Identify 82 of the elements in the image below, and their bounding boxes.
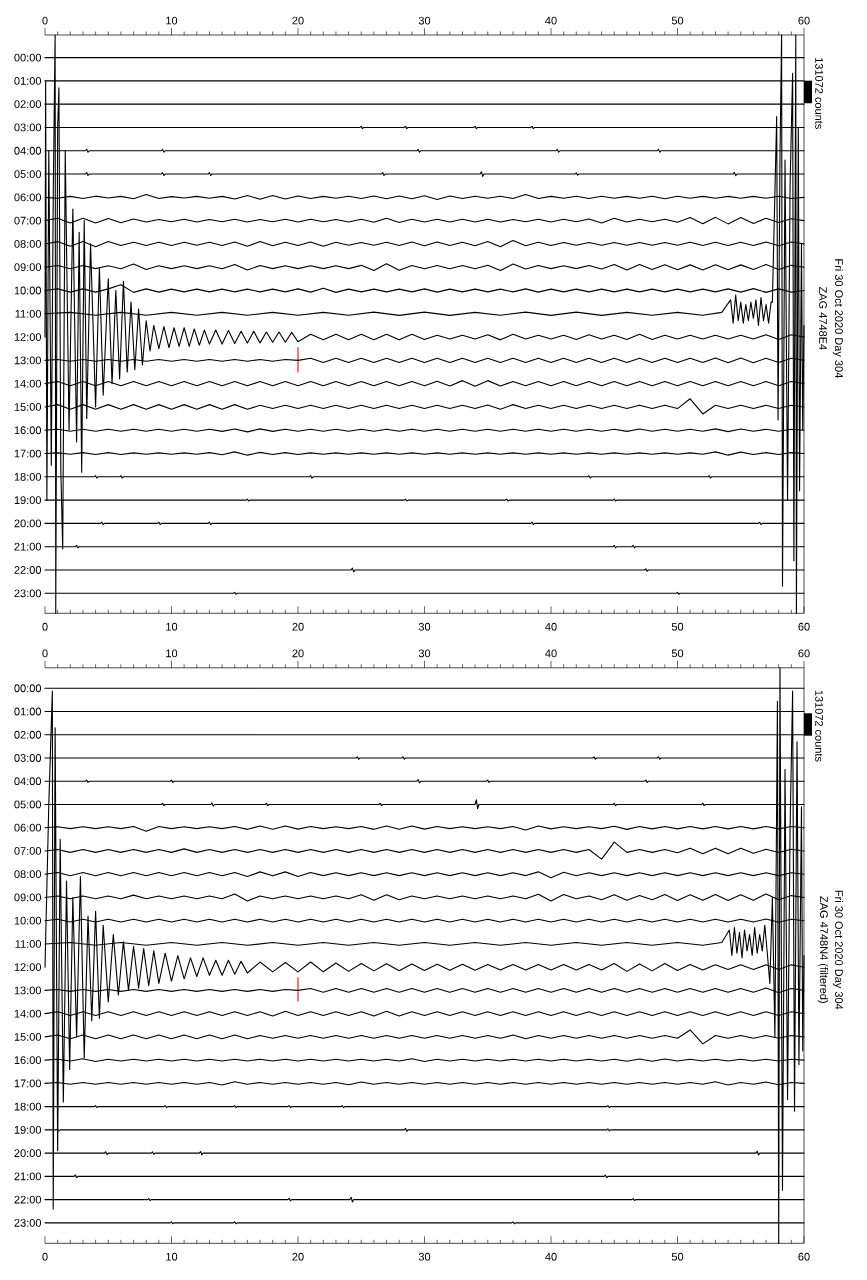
x2-tick-label: 0 bbox=[42, 649, 48, 658]
text: 131072 counts bbox=[815, 690, 823, 762]
y-tick-label: 00:00 bbox=[14, 53, 42, 62]
x-tick-label: 10 bbox=[166, 622, 178, 631]
y-tick-label: 23:00 bbox=[14, 589, 42, 598]
x2-tick-label: 30 bbox=[418, 16, 431, 25]
text: ZAG 4748E4 bbox=[819, 286, 827, 350]
x-tick-label: 10 bbox=[166, 1252, 178, 1261]
x2-tick-label: 10 bbox=[166, 16, 178, 25]
x-tick-label: 30 bbox=[418, 1252, 431, 1261]
x-tick-label: 60 bbox=[798, 622, 810, 631]
y-tick-label: 08:00 bbox=[14, 240, 42, 248]
text: ZAG 4748N4 (filtered) bbox=[817, 896, 829, 1003]
x2-tick-label: 50 bbox=[671, 16, 684, 25]
x-tick-label: 30 bbox=[418, 622, 431, 631]
y-tick-label: 19:00 bbox=[14, 496, 42, 505]
y-tick-label: 09:00 bbox=[14, 893, 42, 902]
x2-tick-label: 50 bbox=[671, 649, 684, 658]
x2-tick-label: 40 bbox=[545, 649, 557, 658]
y-tick-label: 20:00 bbox=[14, 519, 42, 528]
y-tick-label: 01:00 bbox=[14, 77, 42, 85]
x2-tick-label: 10 bbox=[166, 649, 178, 658]
text: Fri 30 Oct 2020 Day 304 bbox=[832, 890, 844, 1010]
y-tick-label: 06:00 bbox=[14, 193, 42, 202]
text: Fri 30 Oct 2020 Day 304 bbox=[832, 259, 844, 378]
x-tick-label: 0 bbox=[42, 1252, 48, 1261]
y-tick-label: 22:00 bbox=[14, 566, 42, 574]
y-tick-label: 14:00 bbox=[14, 379, 42, 388]
y-tick-label: 15:00 bbox=[14, 403, 42, 411]
x2-tick-label: 0 bbox=[42, 16, 48, 25]
y-tick-label: 21:00 bbox=[14, 542, 42, 551]
y-tick-label: 23:00 bbox=[14, 1218, 42, 1227]
y-tick-label: 17:00 bbox=[14, 1079, 42, 1088]
text: 131072 counts bbox=[815, 58, 823, 129]
x-tick-label: 20 bbox=[292, 1252, 304, 1261]
y-tick-label: 02:00 bbox=[14, 100, 42, 109]
y-tick-label: 16:00 bbox=[14, 1056, 42, 1065]
x-tick-label: 60 bbox=[798, 1252, 810, 1261]
y-tick-label: 11:00 bbox=[15, 309, 42, 318]
x-tick-label: 40 bbox=[545, 622, 557, 631]
x2-tick-label: 20 bbox=[292, 16, 304, 25]
y-tick-label: 22:00 bbox=[14, 1195, 42, 1204]
x2-tick-label: 30 bbox=[418, 649, 431, 658]
x2-tick-label: 60 bbox=[798, 16, 810, 25]
x-tick-label: 40 bbox=[545, 1252, 557, 1261]
x-tick-label: 50 bbox=[671, 1252, 684, 1261]
y-tick-label: 15:00 bbox=[14, 1033, 42, 1041]
y-tick-label: 04:00 bbox=[14, 146, 42, 155]
y-tick-label: 12:00 bbox=[14, 963, 42, 972]
y-tick-label: 10:00 bbox=[14, 916, 42, 925]
y-tick-label: 05:00 bbox=[14, 800, 42, 809]
y-tick-label: 21:00 bbox=[14, 1172, 42, 1181]
y-tick-label: 03:00 bbox=[14, 123, 42, 132]
y-tick-label: 06:00 bbox=[14, 823, 42, 832]
x2-tick-label: 60 bbox=[798, 649, 810, 658]
y-tick-label: 13:00 bbox=[14, 986, 42, 995]
x2-tick-label: 40 bbox=[545, 16, 557, 25]
y-tick-label: 12:00 bbox=[14, 333, 42, 341]
x-tick-label: 20 bbox=[292, 622, 304, 631]
y-tick-label: 18:00 bbox=[14, 472, 42, 481]
x-tick-label: 0 bbox=[42, 622, 48, 631]
y-tick-label: 11:00 bbox=[15, 940, 42, 948]
y-tick-label: 07:00 bbox=[14, 847, 42, 855]
y-tick-label: 20:00 bbox=[14, 1149, 42, 1158]
y-tick-label: 08:00 bbox=[14, 870, 42, 879]
x-tick-label: 50 bbox=[671, 622, 684, 631]
y-tick-label: 13:00 bbox=[14, 356, 42, 365]
y-tick-label: 10:00 bbox=[14, 286, 42, 295]
y-tick-label: 05:00 bbox=[14, 170, 42, 178]
y-tick-label: 14:00 bbox=[14, 1009, 42, 1018]
x2-tick-label: 20 bbox=[292, 649, 304, 658]
y-tick-label: 03:00 bbox=[14, 754, 42, 762]
y-tick-label: 16:00 bbox=[14, 426, 42, 435]
y-tick-label: 02:00 bbox=[14, 730, 42, 739]
y-tick-label: 07:00 bbox=[14, 216, 42, 225]
y-tick-label: 19:00 bbox=[14, 1125, 42, 1134]
y-tick-label: 01:00 bbox=[14, 707, 42, 716]
y-tick-label: 09:00 bbox=[14, 263, 42, 272]
y-tick-label: 17:00 bbox=[14, 449, 42, 458]
y-tick-label: 04:00 bbox=[14, 777, 42, 786]
y-tick-label: 18:00 bbox=[14, 1102, 42, 1111]
y-tick-label: 00:00 bbox=[14, 684, 42, 693]
